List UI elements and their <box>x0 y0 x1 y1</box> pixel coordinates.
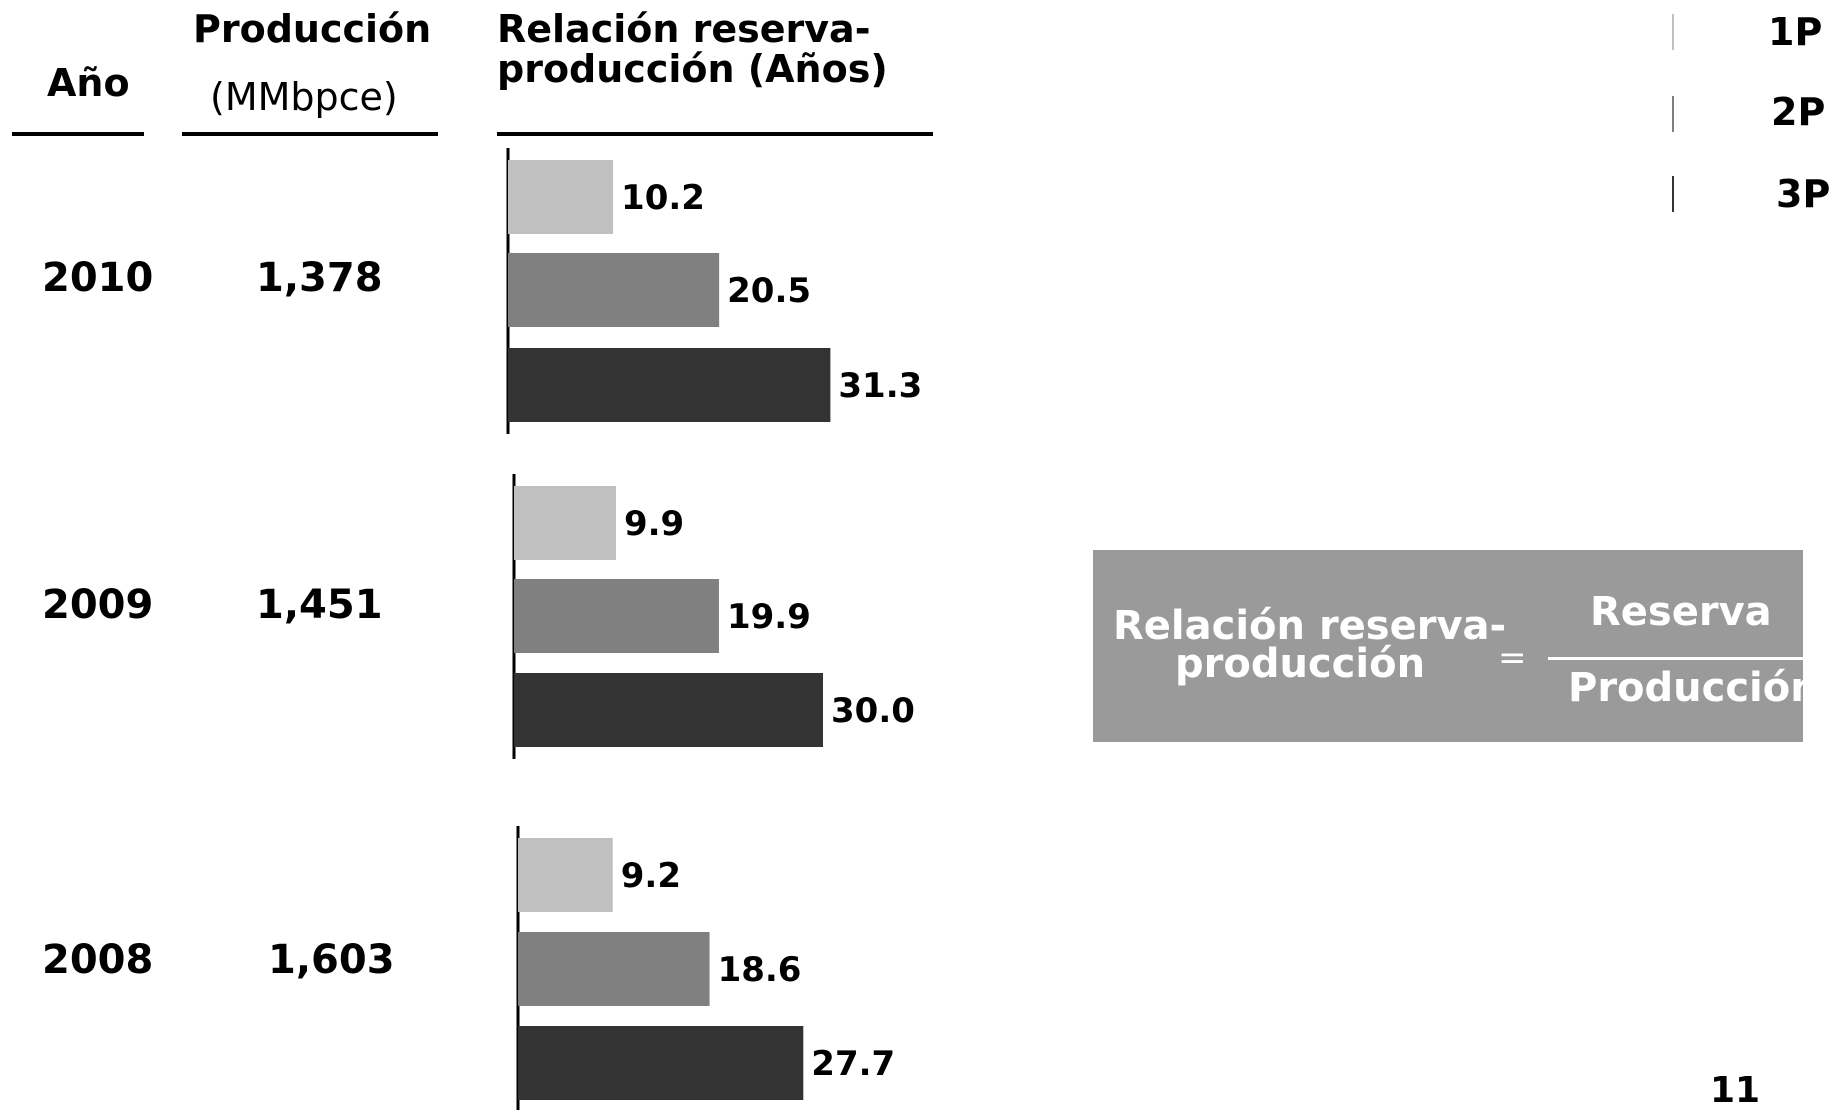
bar-label-2008-3p: 27.7 <box>811 1044 895 1084</box>
header-rule-production <box>182 132 438 136</box>
header-rule-year <box>12 132 144 136</box>
row-year-2008: 2008 <box>42 937 154 983</box>
bar-label-2008-2p: 18.6 <box>718 950 802 990</box>
bar-label-2008-1p: 9.2 <box>621 856 681 896</box>
bar-label-2009-2p: 19.9 <box>727 597 811 637</box>
formula-numerator: Reserva <box>1590 589 1772 635</box>
page-number: 11 <box>1710 1070 1761 1111</box>
bar-2008-3p <box>518 1026 804 1100</box>
legend-swatch-2p <box>1672 96 1674 132</box>
header-year: Año <box>47 61 130 105</box>
header-ratio-line1: Relación reserva- <box>497 7 871 51</box>
row-production-2008: 1,603 <box>268 937 395 983</box>
header-production-line1: Producción <box>193 7 432 51</box>
header-rule-ratio <box>497 132 933 136</box>
bar-2009-3p <box>514 673 823 747</box>
legend-label-1p: 1P <box>1768 10 1823 54</box>
legend-swatch-3p <box>1672 176 1674 212</box>
fraction-line <box>1548 657 1803 660</box>
formula-lhs-line1: Relación reserva- <box>1113 603 1507 649</box>
bar-2010-2p <box>508 253 720 327</box>
bar-label-2010-3p: 31.3 <box>838 366 922 406</box>
legend-label-3p: 3P <box>1776 172 1830 216</box>
formula-lhs-line2: producción <box>1175 641 1426 687</box>
bar-2010-1p <box>508 160 614 234</box>
bar-label-2010-2p: 20.5 <box>727 271 811 311</box>
bar-2008-1p <box>518 838 613 912</box>
bar-label-2009-1p: 9.9 <box>624 504 684 544</box>
bar-label-2010-1p: 10.2 <box>621 178 705 218</box>
bar-2009-2p <box>514 579 719 653</box>
bar-label-2009-3p: 30.0 <box>831 691 915 731</box>
header-production-line2: (MMbpce) <box>210 75 398 119</box>
formula-equals: = <box>1498 638 1527 678</box>
row-production-2009: 1,451 <box>256 582 383 628</box>
formula-denominator: Producción <box>1568 665 1819 711</box>
bar-2008-2p <box>518 932 710 1006</box>
legend-label-2p: 2P <box>1771 90 1826 134</box>
row-production-2010: 1,378 <box>256 255 383 301</box>
bar-2010-3p <box>508 348 831 422</box>
legend-swatch-1p <box>1672 14 1674 50</box>
header-ratio-line2: producción (Años) <box>497 47 888 91</box>
bar-2009-1p <box>514 486 616 560</box>
row-year-2009: 2009 <box>42 582 154 628</box>
formula-box: Relación reserva- producción = Reserva P… <box>1093 550 1819 742</box>
row-year-2010: 2010 <box>42 255 154 301</box>
